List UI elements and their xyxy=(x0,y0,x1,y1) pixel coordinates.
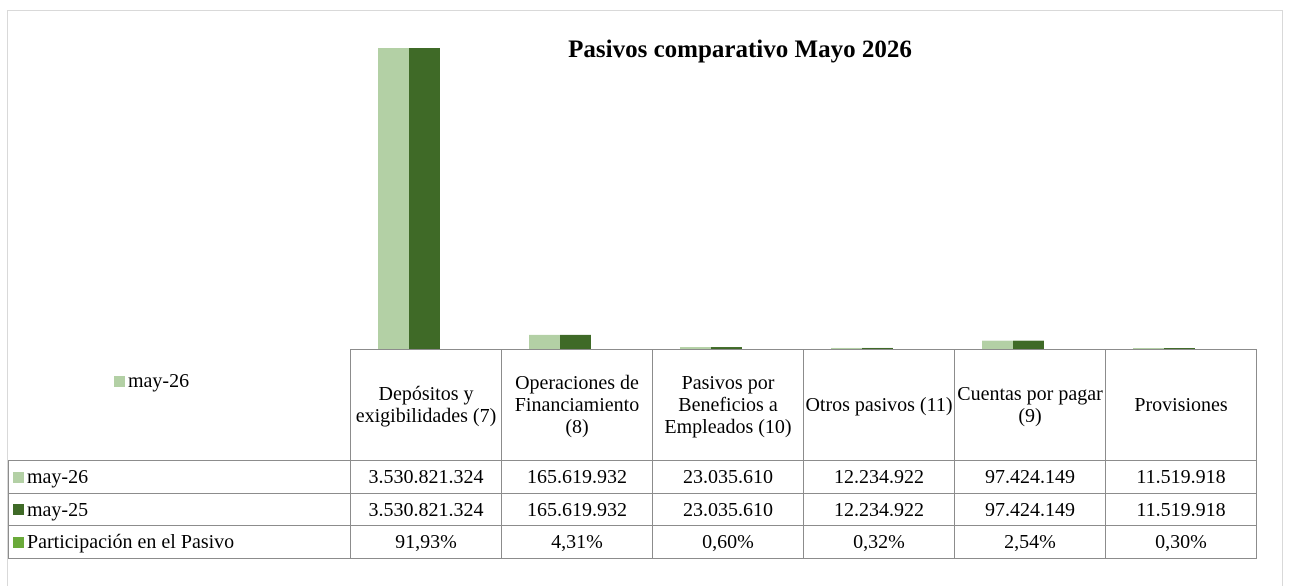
category-header: Operaciones de Financiamiento (8) xyxy=(501,349,653,461)
chart-frame xyxy=(7,10,1283,586)
category-header: Pasivos por Beneficios a Empleados (10) xyxy=(652,349,804,461)
table-value: 165.619.932 xyxy=(501,460,653,494)
legend-label: may-26 xyxy=(27,466,89,488)
legend: may-26 xyxy=(114,370,189,393)
table-value: 97.424.149 xyxy=(954,460,1106,494)
bar xyxy=(862,347,893,349)
legend-label: Participación en el Pasivo xyxy=(27,531,235,553)
category-header: Otros pasivos (11) xyxy=(803,349,955,461)
bar xyxy=(529,334,560,349)
row-label: may-25 xyxy=(8,493,351,526)
bar xyxy=(560,334,591,349)
legend-swatch xyxy=(114,376,125,387)
table-value: 91,93% xyxy=(350,525,502,559)
bar xyxy=(1164,348,1195,349)
category-header: Provisiones xyxy=(1105,349,1257,461)
legend-label: may-26 xyxy=(128,370,190,392)
bar xyxy=(680,347,711,349)
legend-label: may-25 xyxy=(27,498,89,521)
row-label: may-26 xyxy=(8,460,351,494)
table-value: 23.035.610 xyxy=(652,493,804,526)
table-value: 0,60% xyxy=(652,525,804,559)
bar xyxy=(378,48,409,349)
bar xyxy=(1013,340,1044,349)
table-value: 0,32% xyxy=(803,525,955,559)
legend-swatch xyxy=(13,504,24,515)
chart-title: Pasivos comparativo Mayo 2026 xyxy=(568,36,912,63)
category-header: Depósitos y exigibilidades (7) xyxy=(350,349,502,461)
bar xyxy=(711,347,742,349)
bar xyxy=(409,48,440,349)
table-value: 97.424.149 xyxy=(954,493,1106,526)
table-value: 12.234.922 xyxy=(803,493,955,526)
row-label: Participación en el Pasivo xyxy=(8,525,351,559)
table-value: 23.035.610 xyxy=(652,460,804,494)
category-header: Cuentas por pagar (9) xyxy=(954,349,1106,461)
legend-swatch xyxy=(13,471,24,483)
table-value: 165.619.932 xyxy=(501,493,653,526)
table-value: 4,31% xyxy=(501,525,653,559)
bar xyxy=(1133,348,1164,349)
bar xyxy=(831,347,862,349)
legend-swatch xyxy=(13,536,24,548)
table-value: 12.234.922 xyxy=(803,460,955,494)
table-value: 11.519.918 xyxy=(1105,460,1257,494)
table-value: 0,30% xyxy=(1105,525,1257,559)
bar xyxy=(982,340,1013,349)
table-value: 3.530.821.324 xyxy=(350,493,502,526)
table-value: 2,54% xyxy=(954,525,1106,559)
table-value: 11.519.918 xyxy=(1105,493,1257,526)
table-value: 3.530.821.324 xyxy=(350,460,502,494)
